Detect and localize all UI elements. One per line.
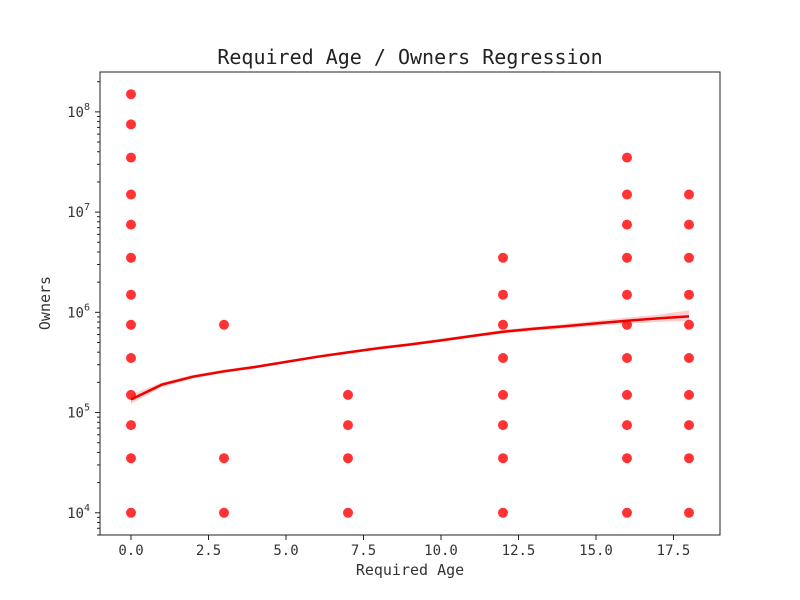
y-axis-label: Owners	[36, 276, 54, 330]
data-point	[684, 319, 694, 330]
data-point	[622, 219, 632, 230]
data-point	[498, 507, 508, 518]
data-point	[343, 420, 353, 431]
data-point	[684, 189, 694, 200]
x-tick-label: 12.5	[502, 543, 536, 559]
x-tick-label: 5.0	[273, 543, 298, 559]
x-tick-label: 10.0	[424, 543, 458, 559]
data-point	[126, 420, 136, 431]
data-point	[622, 152, 632, 163]
data-point	[219, 507, 229, 518]
x-tick-label: 15.0	[579, 543, 613, 559]
data-point	[622, 289, 632, 300]
data-point	[498, 252, 508, 263]
y-tick-label: 107	[67, 202, 90, 221]
chart-title: Required Age / Owners Regression	[217, 45, 602, 69]
data-points-layer	[126, 89, 694, 518]
data-point	[126, 319, 136, 330]
data-point	[622, 319, 632, 330]
data-point	[622, 252, 632, 263]
data-point	[622, 389, 632, 400]
data-point	[343, 389, 353, 400]
x-axis-ticks: 0.0 2.5 5.0 7.5 10.0 12.5 15.0 17.5	[118, 535, 690, 559]
data-point	[219, 319, 229, 330]
data-point	[498, 453, 508, 464]
data-point	[343, 453, 353, 464]
y-axis-ticks: 104 105 106 107 108	[67, 81, 100, 536]
data-point	[126, 152, 136, 163]
plot-frame	[99, 71, 721, 536]
data-point	[126, 119, 136, 130]
data-point	[684, 252, 694, 263]
y-tick-label: 105	[67, 403, 90, 422]
y-tick-label: 104	[67, 503, 90, 522]
data-point	[684, 453, 694, 464]
x-tick-label: 0.0	[118, 543, 143, 559]
data-point	[126, 453, 136, 464]
data-point	[684, 389, 694, 400]
data-point	[684, 353, 694, 363]
data-point	[498, 319, 508, 330]
data-point	[684, 219, 694, 230]
data-point	[498, 389, 508, 400]
data-point	[684, 507, 694, 518]
data-point	[684, 289, 694, 300]
y-tick-label: 108	[67, 102, 90, 121]
data-point	[126, 353, 136, 363]
data-point	[219, 453, 229, 464]
regression-line	[130, 315, 690, 401]
data-point	[126, 289, 136, 300]
data-point	[126, 219, 136, 230]
x-axis-label: Required Age	[356, 561, 464, 579]
x-tick-label: 7.5	[351, 543, 376, 559]
data-point	[622, 353, 632, 363]
data-point	[126, 189, 136, 200]
confidence-band-layer	[131, 310, 689, 404]
data-point	[622, 507, 632, 518]
data-point	[622, 453, 632, 464]
x-tick-label: 2.5	[196, 543, 221, 559]
confidence-band	[131, 310, 689, 404]
x-tick-label: 17.5	[657, 543, 691, 559]
data-point	[498, 289, 508, 300]
data-point	[684, 420, 694, 431]
data-point	[126, 252, 136, 263]
data-point	[126, 507, 136, 518]
data-point	[498, 420, 508, 431]
data-point	[126, 89, 136, 100]
data-point	[343, 507, 353, 518]
data-point	[622, 420, 632, 431]
y-tick-label: 106	[67, 302, 90, 321]
data-point	[498, 353, 508, 363]
regression-line-layer	[130, 315, 690, 401]
data-point	[622, 189, 632, 200]
